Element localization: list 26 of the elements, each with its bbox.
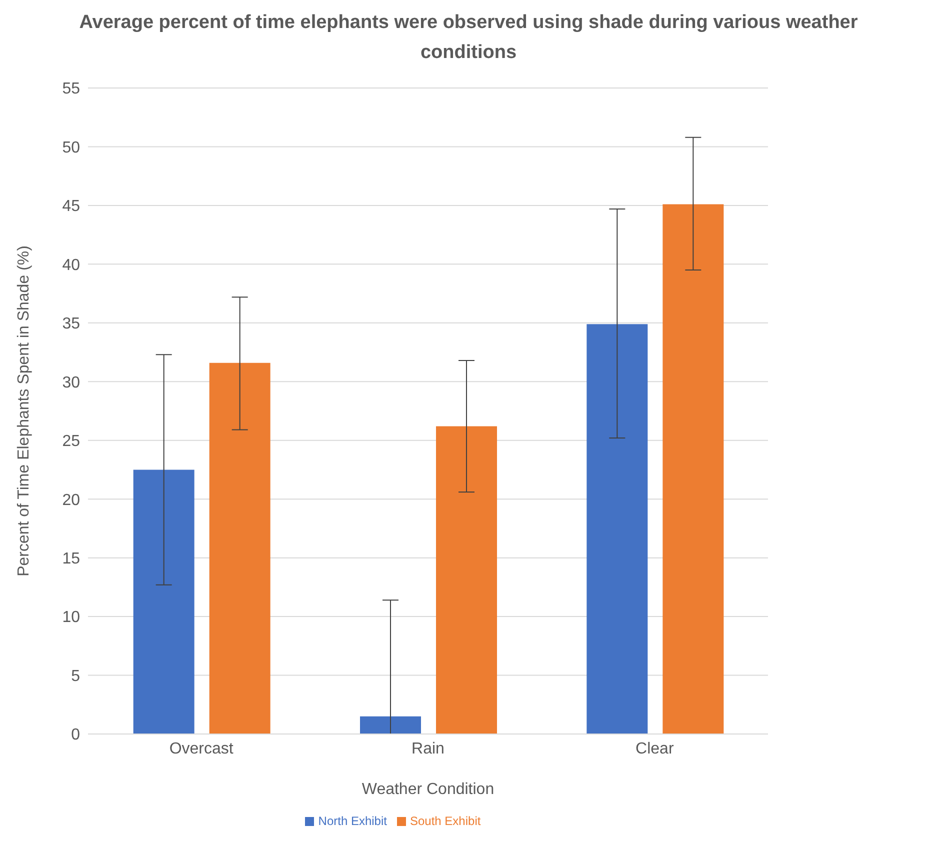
- y-tick-label: 0: [71, 726, 80, 744]
- y-tick-label: 15: [62, 550, 80, 568]
- x-tick-label: Clear: [636, 740, 674, 758]
- bar: [586, 324, 648, 734]
- legend-label: South Exhibit: [410, 814, 481, 828]
- y-tick-label: 25: [62, 433, 80, 450]
- y-tick-label: 5: [71, 668, 80, 685]
- y-tick-label: 30: [62, 374, 80, 392]
- chart-title: Average percent of time elephants were observed using shade during various weather conditions: [78, 11, 859, 65]
- y-tick-label: 40: [62, 256, 80, 274]
- bar: [133, 470, 194, 734]
- legend-label: North Exhibit: [318, 814, 387, 828]
- x-tick-label: Overcast: [169, 740, 234, 758]
- y-tick-label: 35: [62, 316, 80, 333]
- x-axis-title: Weather Condition: [362, 781, 494, 798]
- bar: [436, 426, 497, 734]
- y-tick-label: 55: [62, 80, 80, 98]
- y-tick-label: 10: [62, 609, 80, 626]
- y-tick-label: 50: [62, 139, 80, 156]
- bar: [662, 204, 724, 734]
- bar: [360, 716, 421, 734]
- bar: [209, 362, 270, 734]
- y-tick-label: 45: [62, 198, 80, 216]
- y-tick-label: 20: [62, 492, 80, 509]
- y-axis-title: Percent of Time Elephants Spent in Shade (%): [16, 246, 33, 576]
- x-tick-label: Rain: [412, 740, 444, 758]
